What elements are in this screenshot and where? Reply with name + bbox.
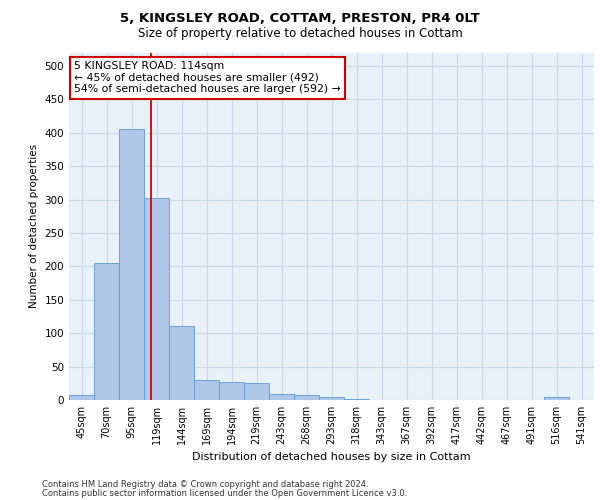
Text: 5 KINGSLEY ROAD: 114sqm
← 45% of detached houses are smaller (492)
54% of semi-d: 5 KINGSLEY ROAD: 114sqm ← 45% of detache… [74,61,341,94]
Bar [319,398,344,400]
Text: Size of property relative to detached houses in Cottam: Size of property relative to detached ho… [137,28,463,40]
Text: 5, KINGSLEY ROAD, COTTAM, PRESTON, PR4 0LT: 5, KINGSLEY ROAD, COTTAM, PRESTON, PR4 0… [120,12,480,26]
Text: Contains public sector information licensed under the Open Government Licence v3: Contains public sector information licen… [42,488,407,498]
Bar [119,130,144,400]
Bar [269,394,294,400]
Bar [219,382,244,400]
Text: Contains HM Land Registry data © Crown copyright and database right 2024.: Contains HM Land Registry data © Crown c… [42,480,368,489]
Bar [94,263,119,400]
Bar [294,396,319,400]
Bar [144,198,169,400]
Bar [169,326,194,400]
Bar [544,398,569,400]
X-axis label: Distribution of detached houses by size in Cottam: Distribution of detached houses by size … [192,452,471,462]
Bar [244,384,269,400]
Bar [69,394,94,400]
Bar [194,380,219,400]
Y-axis label: Number of detached properties: Number of detached properties [29,144,39,308]
